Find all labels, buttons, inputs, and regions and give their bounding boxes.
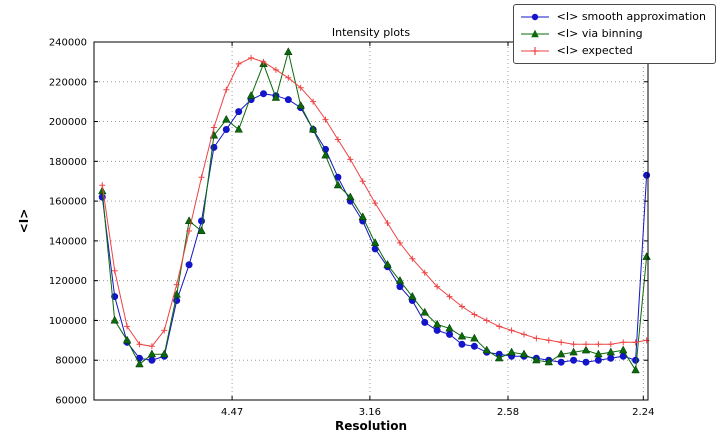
svg-text:180000: 180000 (49, 157, 87, 168)
chart-title: Intensity plots (332, 26, 410, 39)
svg-text:60000: 60000 (55, 396, 87, 407)
svg-text:2.58: 2.58 (497, 407, 519, 418)
plot-border (93, 41, 649, 401)
line-plus-marker-icon (520, 46, 549, 55)
svg-text:100000: 100000 (49, 316, 87, 327)
y-axis-label: <I> (17, 209, 31, 234)
line-circle-marker-icon (520, 13, 549, 20)
svg-text:140000: 140000 (49, 236, 87, 247)
svg-text:2.24: 2.24 (632, 407, 654, 418)
legend-label-binning: <I> via binning (556, 27, 643, 40)
svg-text:240000: 240000 (49, 38, 87, 49)
legend-item-expected: <I> expected (519, 42, 706, 59)
svg-text:4.47: 4.47 (221, 407, 243, 418)
svg-text:120000: 120000 (49, 276, 87, 287)
tick-labels: 60000 80000 100000 120000 140000 160000 180000… (49, 38, 655, 419)
legend: <I> smooth approximation <I> via binning… (512, 4, 716, 64)
svg-text:80000: 80000 (55, 356, 87, 367)
legend-item-binning: <I> via binning (519, 25, 706, 42)
svg-text:220000: 220000 (49, 77, 87, 88)
legend-label-expected: <I> expected (556, 44, 633, 57)
x-axis-label: Resolution (335, 419, 407, 433)
legend-label-smooth: <I> smooth approximation (556, 10, 706, 23)
series-binning (98, 47, 651, 374)
svg-text:160000: 160000 (49, 197, 87, 208)
svg-text:3.16: 3.16 (359, 407, 381, 418)
line-triangle-marker-icon (520, 29, 549, 37)
axis-ticks (94, 41, 648, 401)
legend-item-smooth: <I> smooth approximation (519, 8, 706, 25)
grid-lines (95, 41, 647, 401)
svg-text:200000: 200000 (49, 117, 87, 128)
series-smooth (98, 90, 651, 366)
series-expected (99, 54, 650, 350)
